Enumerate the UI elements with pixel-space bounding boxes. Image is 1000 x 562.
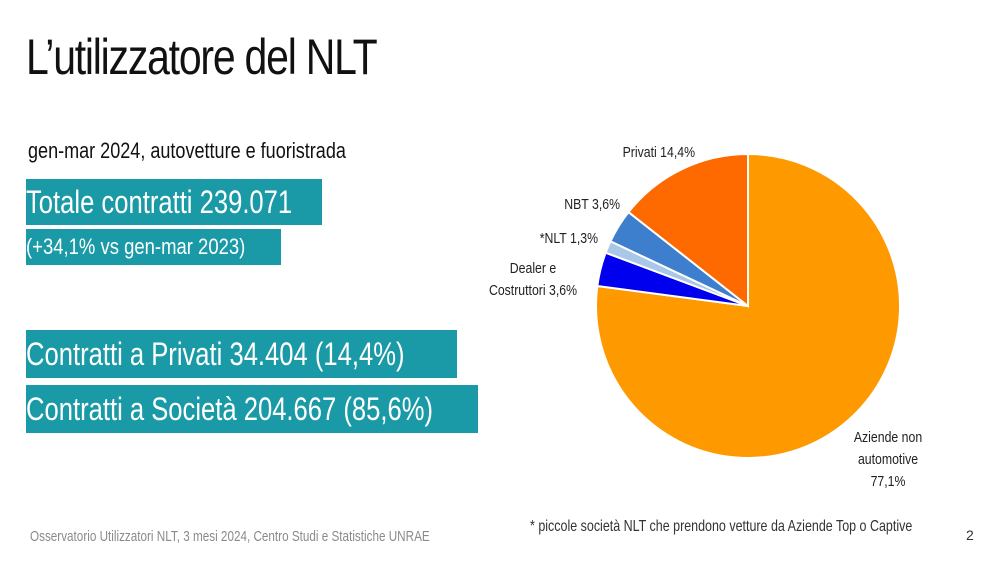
total-contracts-band: Totale contratti 239.071 (26, 179, 322, 225)
footnote: * piccole società NLT che prendono vettu… (530, 518, 913, 535)
page-number: 2 (966, 527, 974, 543)
yoy-change-band: (+34,1% vs gen-mar 2023) (26, 229, 281, 265)
page-title: L’utilizzatore del NLT (26, 29, 378, 85)
pie-label-5: Privati 14,4% (623, 144, 695, 160)
company-contracts-text: Contratti a Società 204.667 (85,6%) (26, 391, 433, 427)
source-note: Osservatorio Utilizzatori NLT, 3 mesi 20… (30, 528, 430, 545)
pie-slice-aziende-non-automotive (594, 152, 901, 459)
yoy-change-text: (+34,1% vs gen-mar 2023) (26, 234, 246, 259)
private-contracts-text: Contratti a Privati 34.404 (14,4%) (26, 336, 405, 372)
pie-label-2: Dealer e Costruttori 3,6% (489, 260, 577, 298)
pie-label-3: *NLT 1,3% (540, 230, 598, 246)
pie-label-1: Aziende non automotive 77,1% (854, 429, 922, 489)
pie-slice-privati (627, 152, 749, 309)
total-contracts-text: Totale contratti 239.071 (26, 184, 293, 220)
user-share-pie-chart: Aziende non automotive 77,1% Dealer e Costru… (489, 144, 922, 489)
private-contracts-band: Contratti a Privati 34.404 (14,4%) (26, 330, 457, 378)
pie-label-4: NBT 3,6% (564, 196, 620, 212)
period-subtitle: gen-mar 2024, autovetture e fuoristrada (28, 138, 346, 163)
company-contracts-band: Contratti a Società 204.667 (85,6%) (26, 385, 478, 433)
